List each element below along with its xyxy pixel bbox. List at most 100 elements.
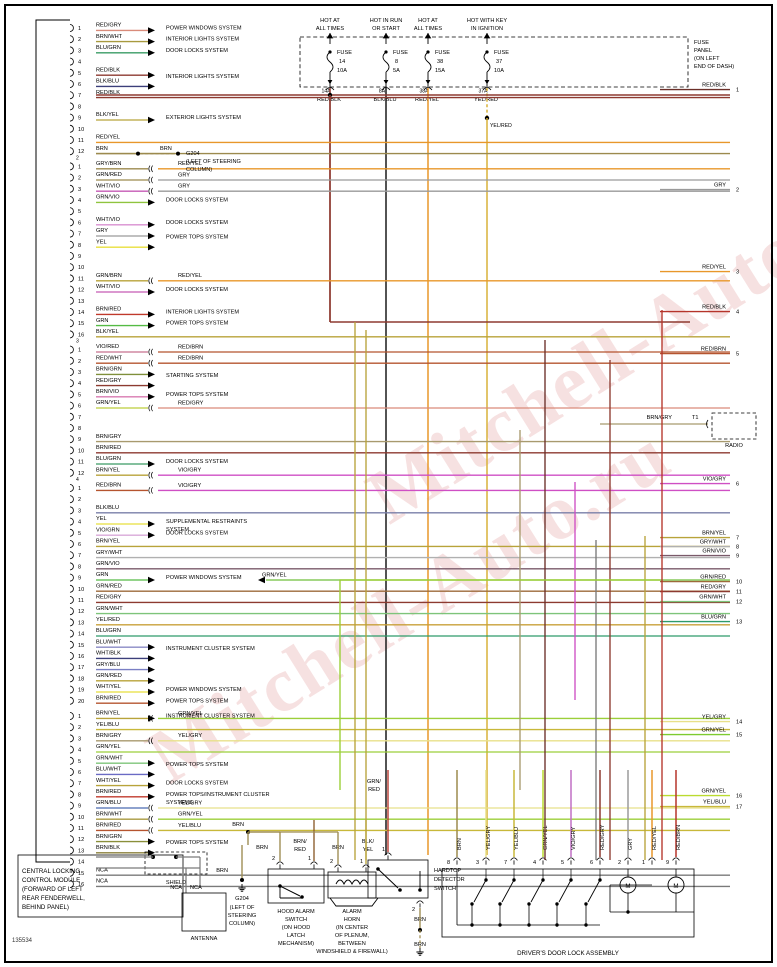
connector-number: 2 — [76, 155, 79, 161]
splice-mark — [151, 815, 153, 823]
horn-label: BETWEEN — [338, 941, 366, 947]
terminal-hook — [69, 263, 74, 272]
horn-label: WINDSHIELD & FIREWALL) — [316, 949, 388, 955]
arrowhead — [148, 793, 155, 800]
cavity — [416, 900, 424, 904]
door-lock-pin: 6 — [590, 860, 593, 866]
pin-number: 4 — [78, 381, 81, 387]
door-lock-pin: 4 — [533, 860, 536, 866]
terminal-hook — [69, 173, 74, 182]
terminal-hook — [69, 528, 74, 537]
splice-mark — [151, 804, 153, 812]
pin-number: 5 — [78, 209, 81, 215]
destination-label: INTERIOR LIGHTS SYSTEM — [166, 310, 239, 316]
fuse-word: FUSE — [494, 50, 509, 56]
door-lock-wire-label: VIO/GRY — [571, 827, 577, 850]
hood-switch-pin: 1 — [308, 856, 311, 862]
right-pin-number: 15 — [736, 733, 742, 739]
wire-label: RED/GRY — [96, 23, 122, 29]
cavity — [596, 857, 604, 861]
splice-mark — [151, 187, 153, 195]
right-wire-label: VIO/GRY — [703, 477, 726, 483]
splice-mark — [148, 404, 151, 412]
terminal-hook — [69, 379, 74, 388]
hood-switch-label: LATCH — [287, 933, 305, 939]
wire-label: WHT/VIO — [96, 284, 121, 290]
wire-label: WHT/YEL — [96, 778, 121, 784]
fuse-amp: 15A — [435, 68, 445, 74]
terminal-hook — [69, 685, 74, 694]
pin-number: 5 — [78, 759, 81, 765]
terminal-hook — [69, 147, 74, 156]
hardtop-label: SWITCH — [434, 886, 456, 892]
arrowhead — [148, 760, 155, 767]
destination-label: POWER TOPS SYSTEM — [166, 392, 229, 398]
terminal-hook — [69, 745, 74, 754]
fuse-number: 14 — [339, 59, 345, 65]
terminal-hook — [69, 663, 74, 672]
splice-dot — [527, 923, 531, 927]
arrowhead — [148, 532, 155, 539]
splice-mark — [148, 826, 151, 834]
destination-label: DOOR LOCKS SYSTEM — [166, 220, 228, 226]
wire-label: WHT/BLK — [96, 651, 121, 657]
terminal-hook — [69, 424, 74, 432]
terminal-hook — [69, 457, 74, 466]
terminal-hook — [69, 640, 74, 649]
door-lock-wire-label-group: RED/GRY — [600, 824, 606, 850]
antenna-wire-label: NCA — [190, 885, 202, 891]
terminal-hook — [69, 495, 74, 504]
splice-wire-label: RED/BRN — [178, 344, 203, 350]
ground-wire-label: BRN — [216, 868, 228, 874]
terminal-hook — [69, 857, 74, 866]
splice-wire-label: RED/YEL — [178, 273, 202, 279]
wire-label: GRN/WHT — [96, 606, 123, 612]
splice-wire-label: GRY — [178, 184, 190, 190]
splice-mark — [148, 348, 151, 356]
right-wire-label: YEL/GRY — [702, 715, 726, 721]
splice-dot — [584, 923, 588, 927]
wire-label: GRN/VIO — [96, 195, 120, 201]
splice-mark — [148, 815, 151, 823]
feed-arrow — [327, 33, 333, 38]
wire-label: BRN/GRN — [96, 834, 122, 840]
pin-number: 13 — [78, 299, 84, 305]
hood-switch-wire: BRN — [256, 845, 268, 851]
wire-label: GRN/BRN — [96, 273, 122, 279]
right-wire-label: RED/BLK — [702, 83, 726, 89]
horn-coil — [335, 879, 369, 886]
wire-label: RED/YEL — [96, 135, 120, 141]
fuse-out-arrow — [425, 80, 431, 85]
fuse-panel-label: FUSE — [694, 40, 709, 46]
splice-dot — [136, 151, 140, 156]
cavity — [567, 857, 575, 861]
radio-wire-label: BRN/GRY — [647, 415, 673, 421]
wire-label: BLK/YEL — [96, 112, 119, 118]
pin-number: 15 — [78, 321, 84, 327]
pin-number: 3 — [78, 187, 81, 193]
connector-number: 3 — [76, 339, 79, 345]
splice-wire-label: RED/YEL — [178, 161, 202, 167]
wire-label: BLK/BLU — [96, 79, 119, 85]
splice-mark — [151, 471, 153, 479]
pin-number: 16 — [78, 332, 84, 338]
right-pin-number: 1 — [736, 88, 739, 94]
splice-dot — [240, 878, 244, 882]
door-lock-assembly-box — [441, 868, 695, 938]
right-pin-number: 16 — [736, 794, 742, 800]
right-wire-label: BLU/GRN — [701, 615, 726, 621]
arrowhead — [148, 393, 155, 400]
hardtop-wire: BRN — [414, 942, 426, 948]
terminal-hook — [69, 835, 74, 844]
door-lock-pin: 7 — [504, 860, 507, 866]
splice-mark — [148, 176, 151, 184]
pin-number: 2 — [78, 37, 81, 43]
cavity-arc — [325, 87, 335, 91]
destination-label: POWER TOPS SYSTEM — [166, 840, 229, 846]
pin-number: 18 — [78, 676, 84, 682]
splice-mark — [148, 714, 151, 722]
terminal-hook — [69, 113, 74, 122]
horn-wire: YEL — [363, 847, 374, 853]
pin-number: 10 — [78, 448, 84, 454]
terminal-hook — [69, 484, 74, 492]
